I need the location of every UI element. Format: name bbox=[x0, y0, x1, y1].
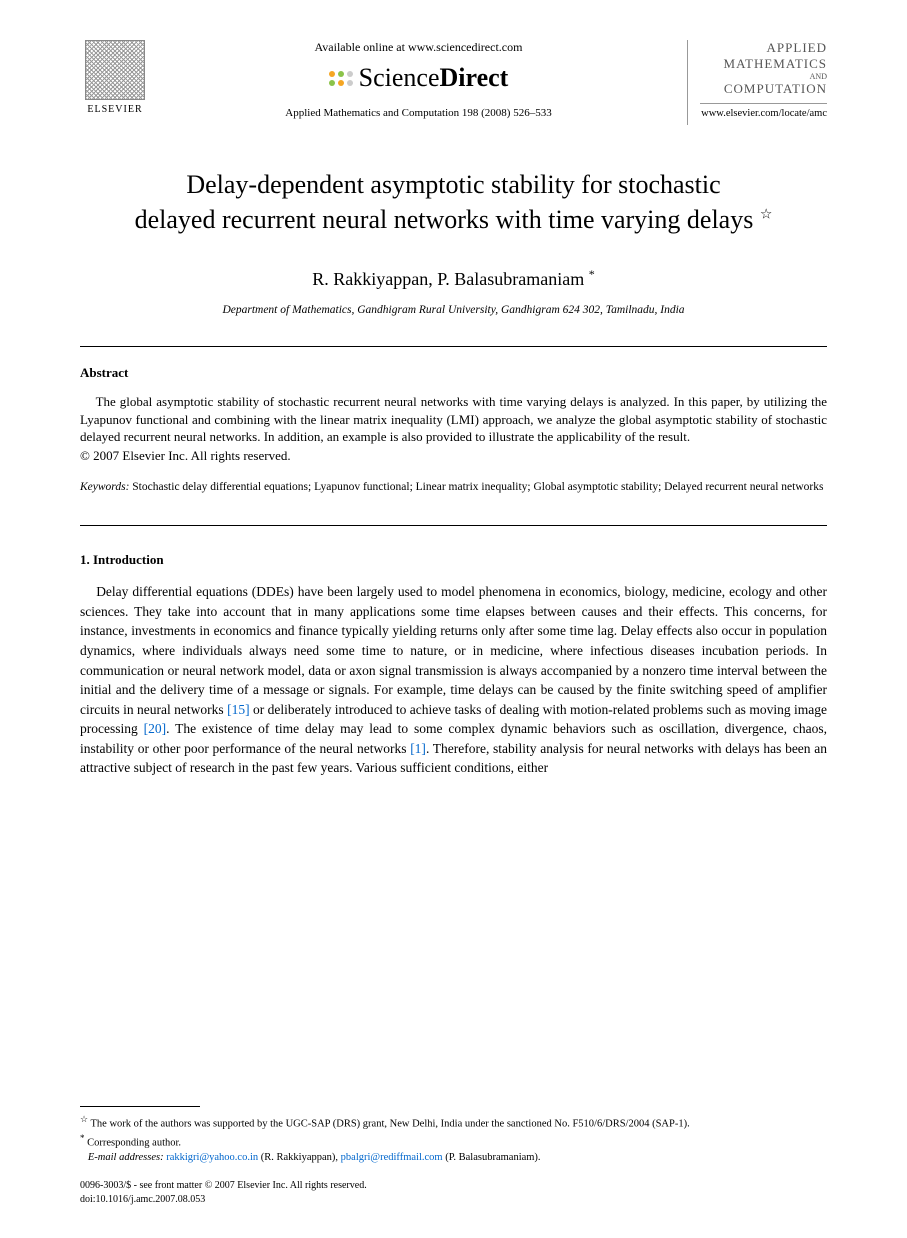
abstract-heading: Abstract bbox=[80, 365, 827, 381]
section-heading-intro: 1. Introduction bbox=[80, 552, 827, 568]
paper-title: Delay-dependent asymptotic stability for… bbox=[80, 167, 827, 237]
title-line: delayed recurrent neural networks with t… bbox=[135, 205, 754, 234]
journal-box-line: MATHEMATICS bbox=[700, 56, 827, 72]
journal-box-line: APPLIED bbox=[700, 40, 827, 56]
copyright-line: © 2007 Elsevier Inc. All rights reserved… bbox=[80, 448, 827, 464]
center-header: Available online at www.sciencedirect.co… bbox=[150, 40, 687, 119]
journal-box-line: COMPUTATION bbox=[700, 81, 827, 97]
divider bbox=[80, 525, 827, 526]
citation-link[interactable]: [20] bbox=[144, 721, 167, 736]
footnote-mark: * bbox=[80, 1133, 85, 1143]
email-author: (P. Balasubramaniam). bbox=[445, 1152, 540, 1163]
corr-label: Corresponding author. bbox=[87, 1138, 181, 1149]
sd-dots-icon bbox=[329, 71, 353, 86]
available-online-text: Available online at www.sciencedirect.co… bbox=[170, 40, 667, 55]
keywords-text: Stochastic delay differential equations;… bbox=[132, 481, 823, 493]
title-block: Delay-dependent asymptotic stability for… bbox=[80, 167, 827, 237]
journal-box-and: AND bbox=[700, 72, 827, 81]
footnote-rule bbox=[80, 1106, 200, 1107]
email-link[interactable]: rakkigri@yahoo.co.in bbox=[166, 1152, 258, 1163]
doi-line: doi:10.1016/j.amc.2007.08.053 bbox=[80, 1193, 827, 1207]
publisher-logo: ELSEVIER bbox=[80, 40, 150, 115]
email-link[interactable]: pbalgri@rediffmail.com bbox=[341, 1152, 443, 1163]
intro-paragraph: Delay differential equations (DDEs) have… bbox=[80, 582, 827, 778]
author-names: R. Rakkiyappan, P. Balasubramaniam bbox=[312, 269, 584, 289]
authors-list: R. Rakkiyappan, P. Balasubramaniam * bbox=[80, 267, 827, 290]
journal-title-box: APPLIED MATHEMATICS AND COMPUTATION www.… bbox=[687, 40, 827, 125]
abstract-body: The global asymptotic stability of stoch… bbox=[80, 393, 827, 446]
funding-text: The work of the authors was supported by… bbox=[91, 1119, 690, 1130]
publisher-name: ELSEVIER bbox=[80, 104, 150, 115]
citation-link[interactable]: [1] bbox=[410, 741, 426, 756]
corresponding-footnote: * Corresponding author. bbox=[80, 1132, 827, 1151]
affiliation: Department of Mathematics, Gandhigram Ru… bbox=[80, 304, 827, 316]
journal-url: www.elsevier.com/locate/amc bbox=[700, 103, 827, 119]
footnotes: ☆ The work of the authors was supported … bbox=[80, 1106, 827, 1206]
elsevier-tree-icon bbox=[85, 40, 145, 100]
keywords-block: Keywords: Stochastic delay differential … bbox=[80, 480, 827, 496]
title-line: Delay-dependent asymptotic stability for… bbox=[186, 170, 720, 199]
authors-block: R. Rakkiyappan, P. Balasubramaniam * Dep… bbox=[80, 267, 827, 316]
email-label: E-mail addresses: bbox=[88, 1152, 164, 1163]
footnote-mark: ☆ bbox=[80, 1114, 88, 1124]
journal-reference: Applied Mathematics and Computation 198 … bbox=[170, 107, 667, 119]
issn-line: 0096-3003/$ - see front matter © 2007 El… bbox=[80, 1179, 827, 1193]
email-footnote: E-mail addresses: rakkigri@yahoo.co.in (… bbox=[80, 1151, 827, 1165]
sciencedirect-logo: ScienceDirect bbox=[329, 63, 509, 93]
sd-wordmark: ScienceDirect bbox=[359, 63, 509, 93]
keywords-label: Keywords: bbox=[80, 481, 129, 493]
page-header: ELSEVIER Available online at www.science… bbox=[80, 40, 827, 125]
funding-footnote: ☆ The work of the authors was supported … bbox=[80, 1113, 827, 1132]
email-author: (R. Rakkiyappan), bbox=[261, 1152, 338, 1163]
divider bbox=[80, 346, 827, 347]
title-footnote-mark: ☆ bbox=[760, 207, 773, 222]
corresponding-mark: * bbox=[589, 267, 595, 281]
abstract-text: The global asymptotic stability of stoch… bbox=[80, 393, 827, 446]
citation-link[interactable]: [15] bbox=[227, 702, 250, 717]
doi-block: 0096-3003/$ - see front matter © 2007 El… bbox=[80, 1179, 827, 1206]
text-run: Delay differential equations (DDEs) have… bbox=[80, 584, 827, 716]
